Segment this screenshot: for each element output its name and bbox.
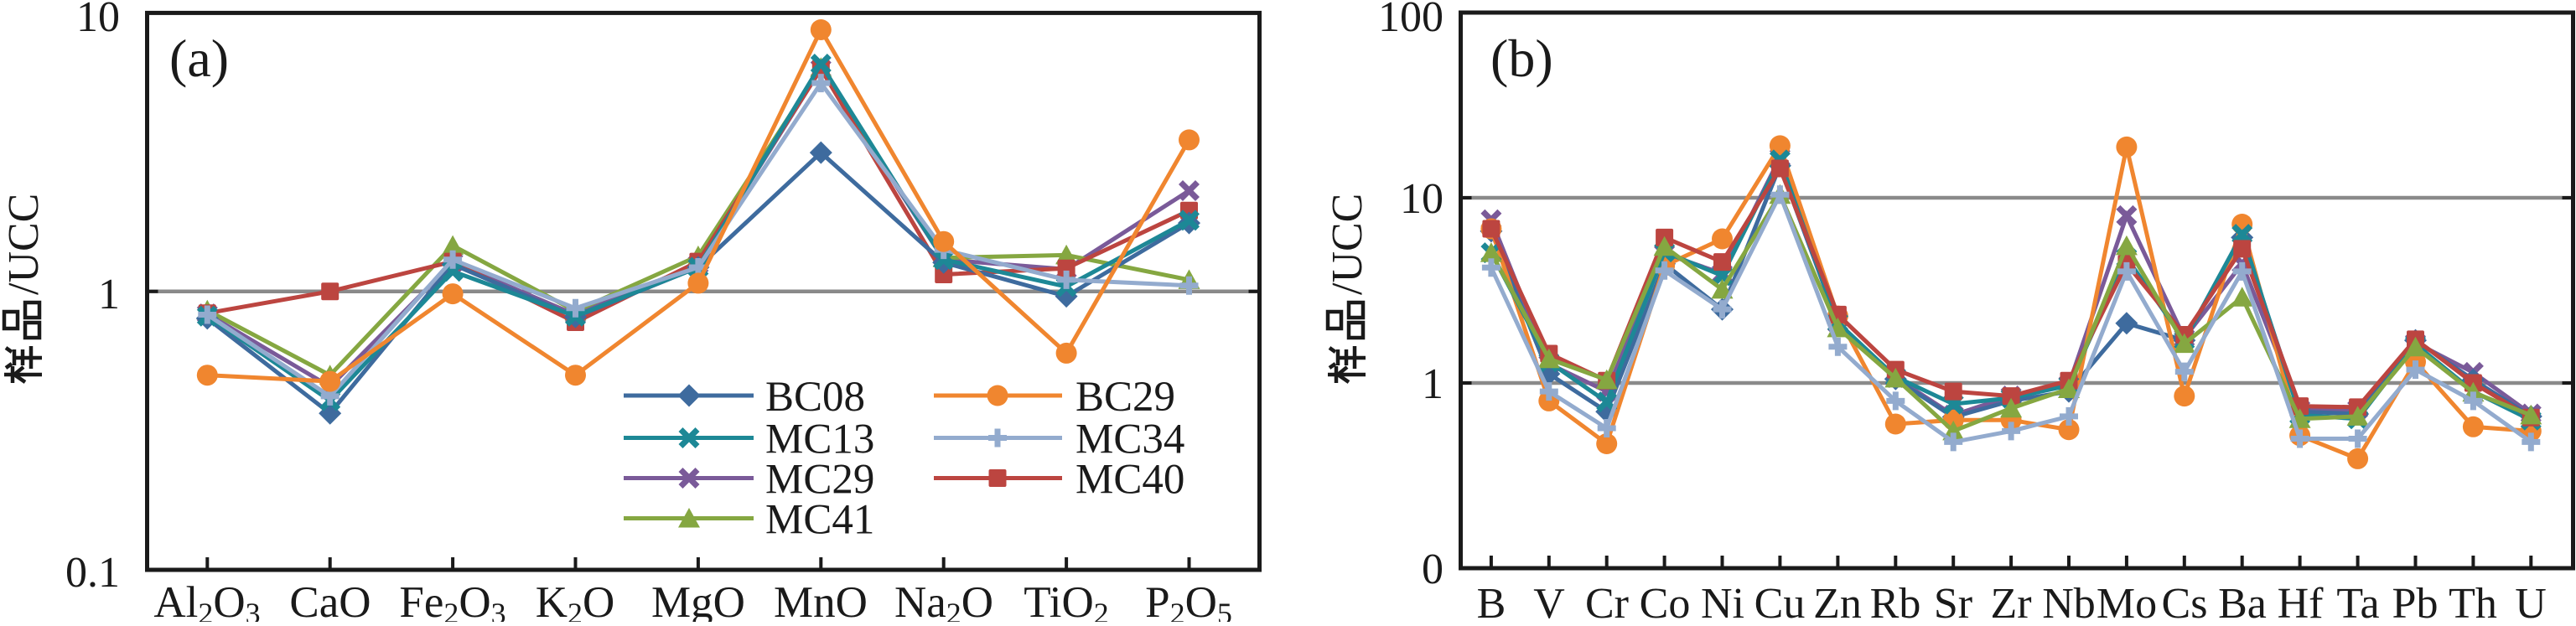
svg-text:Ba: Ba bbox=[2218, 580, 2267, 622]
svg-text:MnO: MnO bbox=[774, 578, 868, 622]
svg-text:Co: Co bbox=[1640, 580, 1691, 622]
svg-text:/UCC: /UCC bbox=[0, 194, 48, 295]
svg-text:MgO: MgO bbox=[651, 578, 745, 622]
svg-text:B: B bbox=[1477, 580, 1506, 622]
svg-text:Rb: Rb bbox=[1870, 580, 1921, 622]
svg-text:Hf: Hf bbox=[2278, 580, 2325, 622]
svg-text:BC08: BC08 bbox=[765, 374, 865, 421]
svg-text:BC29: BC29 bbox=[1075, 374, 1175, 421]
svg-text:0: 0 bbox=[1422, 546, 1443, 593]
svg-text:1: 1 bbox=[1422, 360, 1443, 408]
svg-text:/UCC: /UCC bbox=[1324, 194, 1371, 295]
svg-text:Sr: Sr bbox=[1934, 580, 1972, 622]
svg-text:Pb: Pb bbox=[2392, 580, 2439, 622]
svg-text:Ni: Ni bbox=[1701, 580, 1744, 622]
svg-text:(a): (a) bbox=[169, 28, 229, 88]
svg-text:V: V bbox=[1533, 580, 1565, 622]
svg-text:10: 10 bbox=[1400, 175, 1443, 223]
svg-text:U: U bbox=[2515, 580, 2547, 622]
svg-text:MC40: MC40 bbox=[1075, 457, 1184, 504]
svg-text:10: 10 bbox=[76, 0, 120, 41]
svg-text:MC34: MC34 bbox=[1075, 416, 1184, 463]
svg-text:K2O: K2O bbox=[536, 578, 615, 622]
svg-text:Zr: Zr bbox=[1990, 580, 2031, 622]
svg-text:Cs: Cs bbox=[2162, 580, 2208, 622]
svg-text:MC41: MC41 bbox=[765, 497, 874, 544]
svg-text:MC29: MC29 bbox=[765, 457, 874, 504]
svg-text:100: 100 bbox=[1378, 0, 1443, 41]
svg-text:Mo: Mo bbox=[2097, 580, 2157, 622]
svg-text:1: 1 bbox=[98, 271, 120, 318]
svg-text:Na2O: Na2O bbox=[894, 578, 993, 622]
svg-text:Nb: Nb bbox=[2042, 580, 2096, 622]
svg-text:CaO: CaO bbox=[289, 578, 371, 622]
svg-text:Cu: Cu bbox=[1754, 580, 1806, 622]
svg-text:(b): (b) bbox=[1490, 28, 1553, 88]
svg-text:0.1: 0.1 bbox=[65, 549, 120, 597]
svg-text:Ta: Ta bbox=[2336, 580, 2379, 622]
svg-text:MC13: MC13 bbox=[765, 416, 874, 463]
svg-text:Cr: Cr bbox=[1585, 580, 1629, 622]
svg-text:Zn: Zn bbox=[1813, 580, 1862, 622]
svg-text:Th: Th bbox=[2449, 580, 2497, 622]
